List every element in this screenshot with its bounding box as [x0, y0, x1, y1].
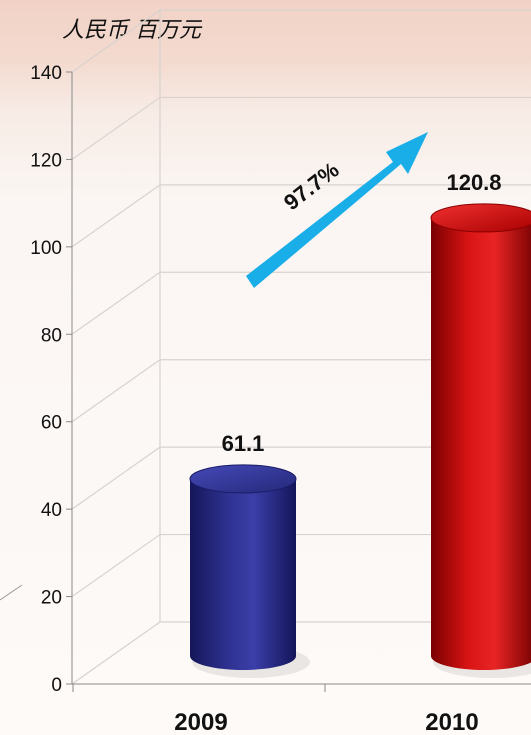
growth-label: 97.7%: [279, 157, 344, 215]
gridline-depth: [71, 621, 161, 685]
y-tick-label: 20: [41, 588, 62, 609]
x-category-label: 2009: [174, 709, 227, 735]
growth-arrow: [246, 132, 428, 288]
y-tick-label: 80: [41, 325, 62, 346]
bar-body: [190, 478, 296, 670]
wall-fragment: [0, 584, 23, 601]
gridline-depth: [71, 446, 161, 510]
gridline-depth: [71, 534, 161, 598]
y-tick-label: 60: [41, 413, 62, 434]
gridline-depth: [71, 96, 161, 160]
y-tick-label: 100: [30, 238, 62, 259]
y-tick-label: 120: [30, 150, 62, 171]
bar-2009: [189, 464, 310, 678]
bar-2010: [430, 203, 531, 678]
x-category-label: 2010: [425, 709, 478, 735]
gridline-depth: [71, 9, 161, 73]
y-tick-label: 40: [41, 500, 62, 521]
bar-top: [189, 464, 297, 494]
gridline-depth: [71, 271, 161, 335]
gridline-depth: [71, 359, 161, 423]
bar-top: [430, 203, 531, 233]
data-label: 120.8: [446, 170, 501, 195]
gridline-depth: [71, 184, 161, 248]
data-label: 61.1: [222, 431, 265, 456]
bar-body: [431, 217, 531, 670]
y-tick-label: 0: [51, 675, 62, 696]
y-tick-label: 140: [30, 63, 62, 84]
